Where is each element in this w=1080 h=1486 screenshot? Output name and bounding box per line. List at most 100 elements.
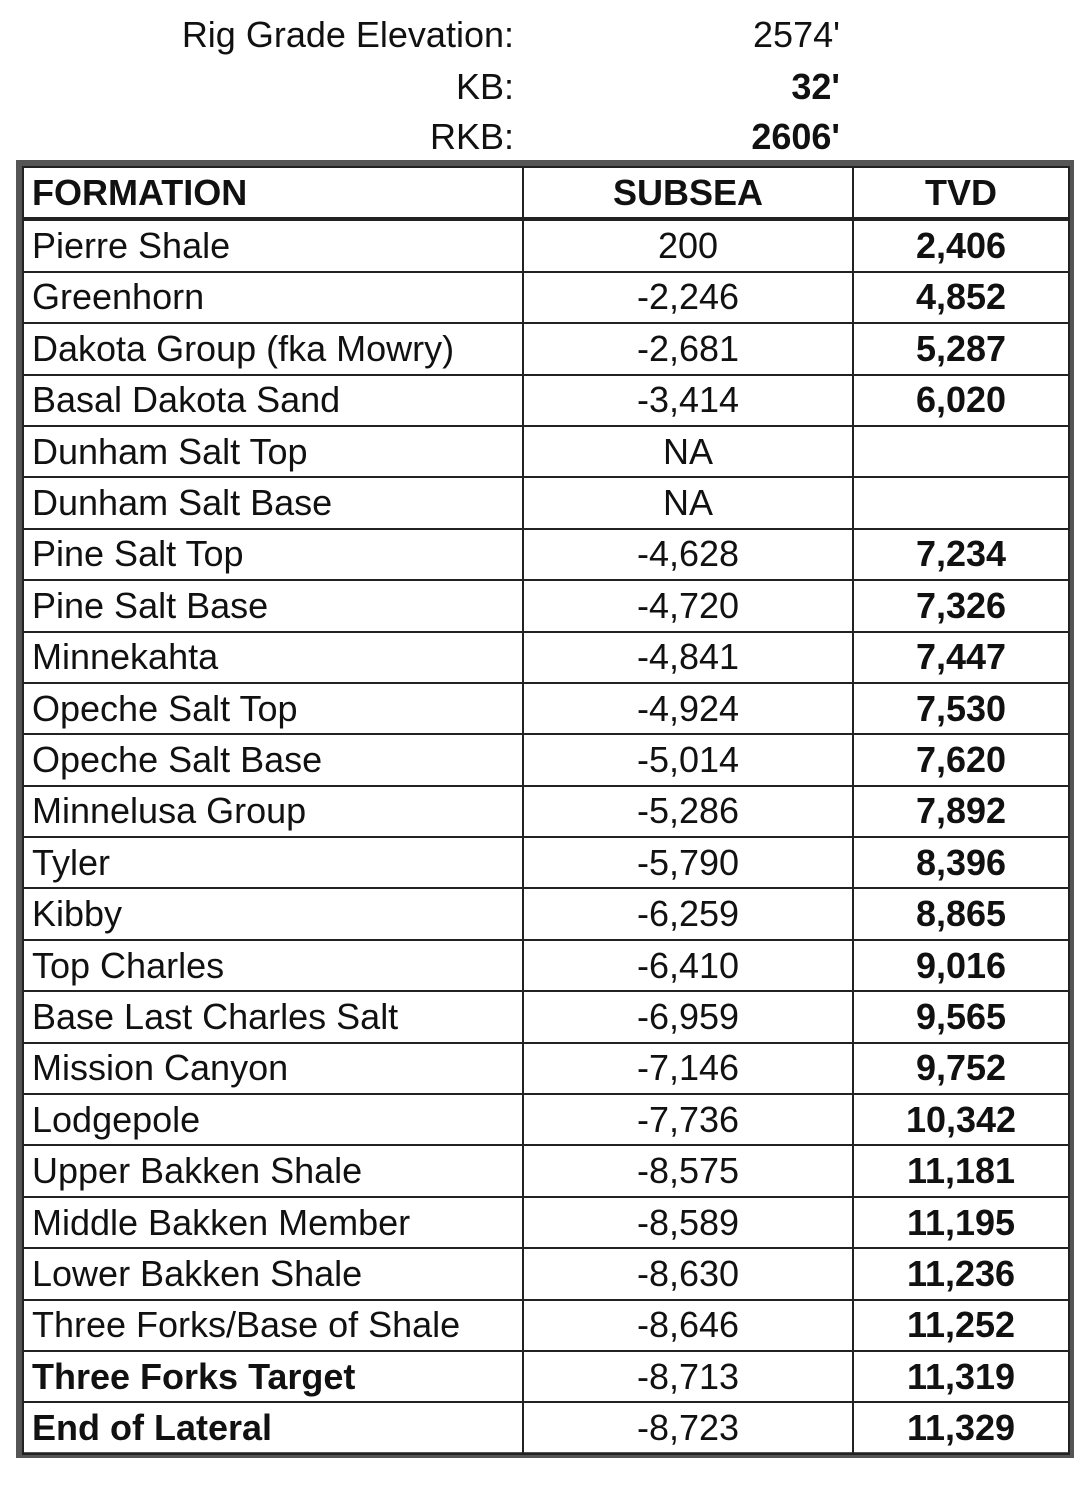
table-row: Tyler -5,790 8,396 [22,836,1070,890]
table-row: Middle Bakken Member -8,589 11,195 [22,1195,1070,1250]
formation-cell: Dunham Salt Base [22,476,524,530]
formation-cell: Three Forks Target [22,1349,524,1404]
formation-cell: Dunham Salt Top [22,424,524,479]
subsea-cell: -7,736 [522,1093,854,1147]
subsea-cell: -4,720 [522,579,854,633]
table-row: Lower Bakken Shale -8,630 11,236 [22,1247,1070,1301]
tvd-cell: 7,530 [852,681,1070,736]
table-row: Basal Dakota Sand -3,414 6,020 [22,373,1070,427]
formation-table-frame: FORMATION SUBSEA TVD Pierre Shale 200 2,40… [16,160,1074,1458]
tvd-cell: 8,865 [852,887,1070,941]
rkb-row: RKB: 2606' [0,112,1080,162]
table-row: Pine Salt Top -4,628 7,234 [22,527,1070,582]
tvd-cell: 7,620 [852,733,1070,787]
tvd-cell [852,424,1070,479]
subsea-cell: -8,723 [522,1401,854,1455]
tvd-cell: 7,892 [852,784,1070,839]
rkb-label: RKB: [429,116,514,157]
subsea-cell: -2,681 [522,322,854,376]
tvd-cell: 7,447 [852,630,1070,684]
formation-cell: Minnekahta [22,630,524,684]
formation-cell: Base Last Charles Salt [22,990,524,1044]
subsea-cell: NA [522,424,854,479]
formation-cell: Three Forks/Base of Shale [22,1298,524,1352]
subsea-cell: -4,924 [522,681,854,736]
table-row: Greenhorn -2,246 4,852 [22,270,1070,325]
subsea-cell: 200 [522,218,854,273]
subsea-cell: -4,628 [522,527,854,582]
formation-cell: Basal Dakota Sand [22,373,524,427]
formation-cell: End of Lateral [22,1401,524,1455]
subsea-cell: -8,713 [522,1349,854,1404]
table-row: Dunham Salt Top NA [22,424,1070,479]
tvd-cell: 8,396 [852,836,1070,890]
tvd-cell: 6,020 [852,373,1070,427]
subsea-cell: -8,589 [522,1195,854,1250]
subsea-cell: -6,410 [522,938,854,993]
tvd-cell: 4,852 [852,270,1070,325]
formation-cell: Greenhorn [22,270,524,325]
tvd-cell: 11,236 [852,1247,1070,1301]
table-row: Dunham Salt Base NA [22,476,1070,530]
formation-cell: Tyler [22,836,524,890]
kb-value: 32' [791,66,840,107]
formation-cell: Minnelusa Group [22,784,524,839]
subsea-cell: -8,630 [522,1247,854,1301]
formation-cell: Dakota Group (fka Mowry) [22,322,524,376]
formation-cell: Opeche Salt Top [22,681,524,736]
tvd-cell: 7,326 [852,579,1070,633]
formation-cell: Pine Salt Base [22,579,524,633]
subsea-cell: -5,286 [522,784,854,839]
formation-cell: Pierre Shale [22,218,524,273]
subsea-cell: -2,246 [522,270,854,325]
formation-cell: Pine Salt Top [22,527,524,582]
tvd-cell: 11,252 [852,1298,1070,1352]
table-row: Minnelusa Group -5,286 7,892 [22,784,1070,839]
subsea-cell: -3,414 [522,373,854,427]
table-row: Dakota Group (fka Mowry) -2,681 5,287 [22,322,1070,376]
tvd-cell [852,476,1070,530]
tvd-cell: 11,329 [852,1401,1070,1455]
formation-rows: Pierre Shale 200 2,406 Greenhorn -2,246 4,852… [22,218,1070,1455]
table-row: Opeche Salt Top -4,924 7,530 [22,681,1070,736]
tvd-cell: 9,752 [852,1041,1070,1096]
table-row: Mission Canyon -7,146 9,752 [22,1041,1070,1096]
rig-grade-elevation-row: Rig Grade Elevation: 2574' [0,10,1080,60]
formation-cell: Middle Bakken Member [22,1195,524,1250]
subsea-cell: -4,841 [522,630,854,684]
subsea-cell: -5,790 [522,836,854,890]
table-row: Upper Bakken Shale -8,575 11,181 [22,1144,1070,1198]
tvd-cell: 10,342 [852,1093,1070,1147]
formation-cell: Kibby [22,887,524,941]
tvd-cell: 9,565 [852,990,1070,1044]
formation-cell: Top Charles [22,938,524,993]
table-row: Opeche Salt Base -5,014 7,620 [22,733,1070,787]
table-row: End of Lateral -8,723 11,329 [22,1401,1070,1455]
rig-grade-elevation-value: 2574' [753,14,840,55]
subsea-cell: -6,959 [522,990,854,1044]
subsea-cell: -8,646 [522,1298,854,1352]
table-row: Three Forks/Base of Shale -8,646 11,252 [22,1298,1070,1352]
tvd-cell: 7,234 [852,527,1070,582]
formation-cell: Opeche Salt Base [22,733,524,787]
kb-row: KB: 32' [0,62,1080,112]
subsea-cell: -8,575 [522,1144,854,1198]
table-row: Top Charles -6,410 9,016 [22,938,1070,993]
formation-cell: Lodgepole [22,1093,524,1147]
tvd-cell: 11,319 [852,1349,1070,1404]
tvd-cell: 2,406 [852,218,1070,273]
column-header-tvd: TVD [852,165,1070,222]
table-row: Base Last Charles Salt -6,959 9,565 [22,990,1070,1044]
tvd-cell: 9,016 [852,938,1070,993]
kb-label: KB: [455,66,514,107]
column-header-formation: FORMATION [22,165,524,222]
table-row: Minnekahta -4,841 7,447 [22,630,1070,684]
tvd-cell: 11,181 [852,1144,1070,1198]
table-row: Pierre Shale 200 2,406 [22,218,1070,273]
table-row: Kibby -6,259 8,865 [22,887,1070,941]
column-header-subsea: SUBSEA [522,165,854,222]
subsea-cell: -7,146 [522,1041,854,1096]
subsea-cell: NA [522,476,854,530]
tvd-cell: 5,287 [852,322,1070,376]
formation-table: FORMATION SUBSEA TVD Pierre Shale 200 2,40… [22,165,1070,1455]
